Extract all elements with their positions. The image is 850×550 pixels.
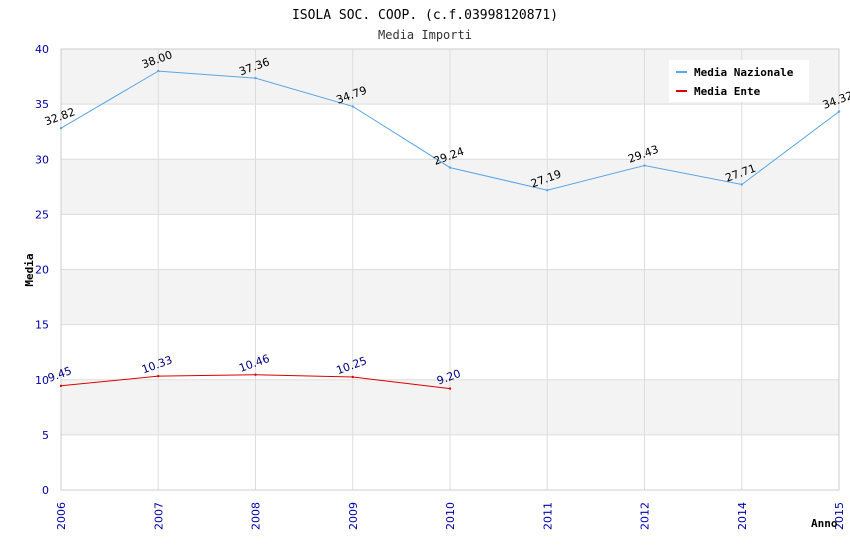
x-tick-label: 2009 xyxy=(347,502,360,530)
data-point xyxy=(351,375,354,379)
data-point xyxy=(254,76,257,80)
x-axis-ticks: 2006 2007 2008 2009 2010 2011 2012 2014 2015 xyxy=(55,502,846,530)
data-point xyxy=(448,387,452,390)
y-axis-ticks: 0 5 10 15 20 25 30 35 40 xyxy=(35,43,49,497)
x-tick-label: 2006 xyxy=(55,502,68,530)
y-tick-label: 30 xyxy=(35,153,49,166)
x-tick-label: 2008 xyxy=(250,502,263,530)
chart-subtitle: Media Importi xyxy=(378,28,472,42)
y-tick-label: 40 xyxy=(35,43,49,56)
y-tick-label: 0 xyxy=(42,484,49,497)
x-axis-label: Anno xyxy=(811,517,838,530)
data-point xyxy=(59,126,63,130)
x-tick-label: 2012 xyxy=(639,502,652,530)
legend-box xyxy=(669,60,809,102)
y-tick-label: 10 xyxy=(35,374,49,387)
data-point xyxy=(157,374,160,378)
x-tick-label: 2007 xyxy=(152,502,165,530)
data-label: 10.46 xyxy=(237,352,271,375)
legend-label: Media Ente xyxy=(694,85,761,98)
gridlines xyxy=(60,48,840,491)
data-point xyxy=(157,69,160,73)
data-label: 10.33 xyxy=(140,353,174,376)
plot-border xyxy=(60,48,840,491)
data-point xyxy=(546,189,549,192)
legend-label: Media Nazionale xyxy=(694,66,794,79)
y-tick-label: 20 xyxy=(35,264,49,277)
data-label: 10.25 xyxy=(335,354,369,377)
data-point xyxy=(740,183,743,186)
y-tick-label: 5 xyxy=(42,429,49,442)
y-tick-label: 25 xyxy=(35,208,49,221)
data-point xyxy=(351,105,354,108)
data-point xyxy=(643,164,646,167)
data-point xyxy=(448,166,452,169)
x-tick-label: 2010 xyxy=(444,502,457,530)
legend: Media Nazionale Media Ente xyxy=(669,60,809,102)
y-tick-label: 15 xyxy=(35,319,49,332)
x-tick-label: 2014 xyxy=(736,502,749,530)
chart-title: ISOLA SOC. COOP. (c.f.03998120871) xyxy=(292,8,558,23)
data-point xyxy=(254,373,257,376)
y-tick-label: 35 xyxy=(35,98,49,111)
data-point xyxy=(837,110,841,113)
data-point xyxy=(59,384,63,388)
x-tick-label: 2015 xyxy=(833,502,846,530)
x-tick-label: 2011 xyxy=(541,502,554,530)
y-axis-label: Media xyxy=(23,253,36,286)
